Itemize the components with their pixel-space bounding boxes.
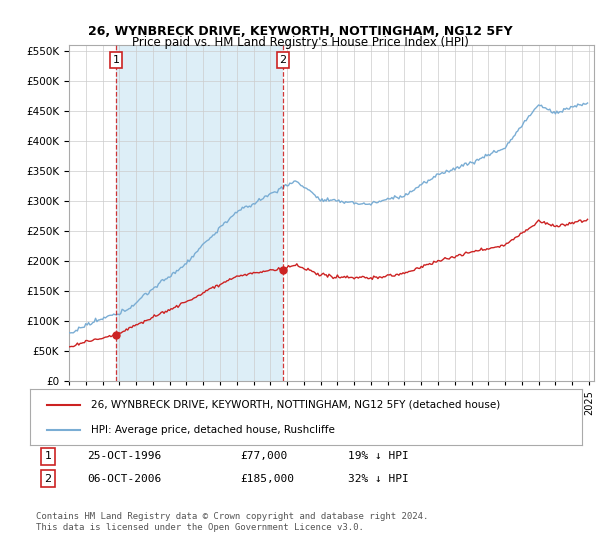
Text: 1: 1 <box>44 451 52 461</box>
Text: 06-OCT-2006: 06-OCT-2006 <box>87 474 161 484</box>
Bar <box>116 45 283 381</box>
Text: 26, WYNBRECK DRIVE, KEYWORTH, NOTTINGHAM, NG12 5FY (detached house): 26, WYNBRECK DRIVE, KEYWORTH, NOTTINGHAM… <box>91 400 500 410</box>
Text: Price paid vs. HM Land Registry's House Price Index (HPI): Price paid vs. HM Land Registry's House … <box>131 36 469 49</box>
Text: 26, WYNBRECK DRIVE, KEYWORTH, NOTTINGHAM, NG12 5FY: 26, WYNBRECK DRIVE, KEYWORTH, NOTTINGHAM… <box>88 25 512 38</box>
Text: £77,000: £77,000 <box>240 451 287 461</box>
Text: 1: 1 <box>112 55 119 65</box>
Text: HPI: Average price, detached house, Rushcliffe: HPI: Average price, detached house, Rush… <box>91 424 335 435</box>
Text: 19% ↓ HPI: 19% ↓ HPI <box>348 451 409 461</box>
Text: 32% ↓ HPI: 32% ↓ HPI <box>348 474 409 484</box>
Text: Contains HM Land Registry data © Crown copyright and database right 2024.
This d: Contains HM Land Registry data © Crown c… <box>36 512 428 532</box>
Text: 25-OCT-1996: 25-OCT-1996 <box>87 451 161 461</box>
Text: 2: 2 <box>279 55 286 65</box>
Text: £185,000: £185,000 <box>240 474 294 484</box>
Text: 2: 2 <box>44 474 52 484</box>
